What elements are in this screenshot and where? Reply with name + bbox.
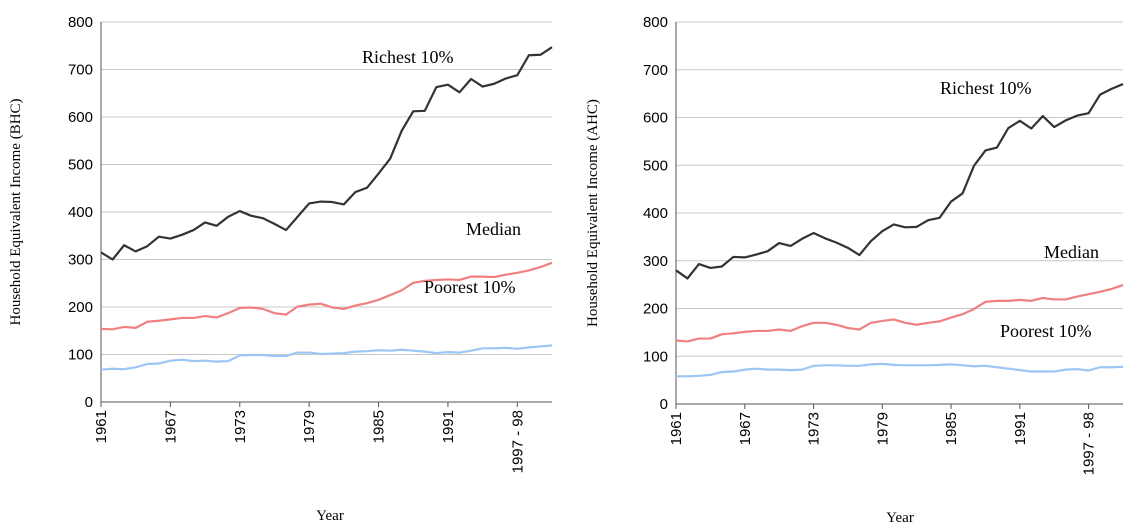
series-label: Median: [1044, 242, 1099, 262]
y-tick-label: 0: [85, 394, 93, 411]
x-axis-title: Year: [316, 508, 344, 524]
x-tick-label: 1979: [301, 410, 318, 443]
x-tick-label: 1973: [232, 410, 249, 443]
y-tick-label: 100: [68, 347, 93, 364]
x-tick-label: 1997 - 98: [1081, 412, 1098, 475]
x-tick-label: 1991: [1012, 412, 1029, 445]
y-tick-label: 500: [643, 157, 668, 174]
y-tick-label: 700: [68, 62, 93, 79]
series-line: [100, 46, 553, 261]
x-tick-label: 1985: [371, 410, 388, 443]
x-tick-label: 1961: [668, 412, 685, 445]
x-tick-label: 1979: [874, 412, 891, 445]
x-axis-title: Year: [886, 510, 914, 526]
series-line: [675, 83, 1124, 280]
series-line: [100, 261, 553, 331]
series-label: Richest 10%: [940, 78, 1032, 98]
y-tick-label: 0: [660, 396, 668, 413]
x-tick-label: 1967: [737, 412, 754, 445]
y-tick-label: 200: [68, 299, 93, 316]
x-tick-label: 1997 - 98: [509, 410, 526, 473]
y-tick-label: 400: [68, 204, 93, 221]
series-line: [676, 362, 1124, 378]
y-tick-label: 200: [643, 301, 668, 318]
series-line: [675, 284, 1124, 343]
y-tick-label: 100: [643, 348, 668, 365]
x-tick-label: 1991: [440, 410, 457, 443]
y-axis-title: Household Equivalent Income (BHC): [8, 98, 24, 325]
series-label: Poorest 10%: [424, 277, 516, 297]
y-tick-label: 500: [68, 157, 93, 174]
y-tick-label: 800: [643, 14, 668, 31]
series-label: Median: [466, 219, 521, 239]
y-axis-title: Household Equivalent Income (AHC): [585, 99, 601, 327]
series-label: Richest 10%: [362, 47, 454, 67]
y-tick-label: 800: [68, 14, 93, 31]
y-tick-label: 700: [643, 62, 668, 79]
x-tick-label: 1985: [943, 412, 960, 445]
y-tick-label: 300: [643, 253, 668, 270]
y-tick-label: 300: [68, 252, 93, 269]
x-tick-label: 1967: [162, 410, 179, 443]
y-tick-label: 600: [68, 109, 93, 126]
series-label: Poorest 10%: [1000, 321, 1092, 341]
y-tick-label: 600: [643, 110, 668, 127]
series-line: [100, 344, 553, 371]
x-tick-label: 1973: [806, 412, 823, 445]
y-tick-label: 400: [643, 205, 668, 222]
x-tick-label: 1961: [93, 410, 110, 443]
